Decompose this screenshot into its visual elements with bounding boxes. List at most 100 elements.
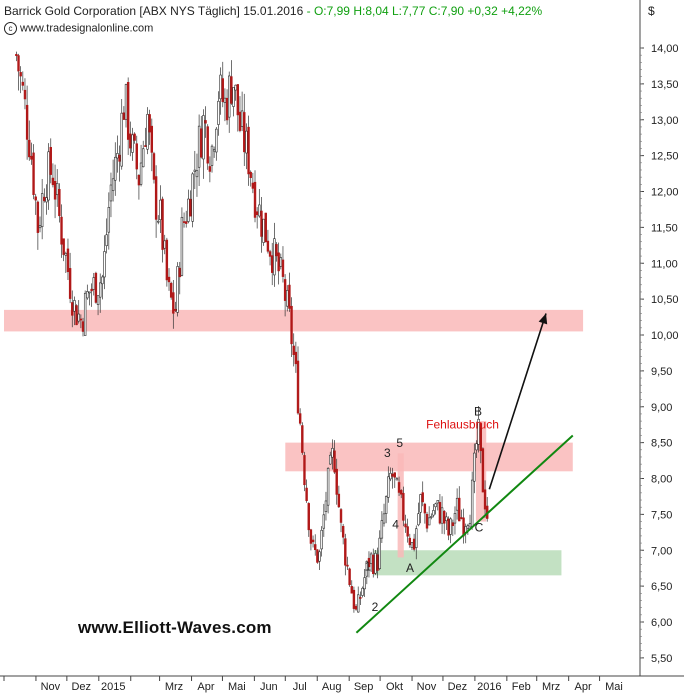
candle-body-71 [167,276,171,283]
candle-body-129 [292,345,295,355]
candle-body-91 [210,145,214,166]
candle-body-166 [372,554,375,575]
candle-body-36 [92,277,95,290]
candle-body-145 [326,468,330,506]
candle-body-30 [79,318,83,321]
candle-body-61 [146,114,149,150]
x-tick-label-11: Nov [417,681,437,693]
source-url: www.tradesignalonline.com [20,22,154,35]
candle-body-169 [378,537,381,569]
candle-body-157 [352,589,356,609]
candle-body-125 [283,279,287,301]
candle-body-5 [25,104,29,140]
y-tick-label-11: 8,50 [651,438,672,450]
candle-body-140 [316,549,319,563]
candle-body-144 [324,500,328,513]
candlesticks [15,51,489,613]
candle-body-93 [215,128,218,153]
candle-body-102 [234,84,237,91]
candle-body-2 [19,72,22,77]
candle-body-172 [384,496,388,514]
x-tick-label-1: Dez [71,681,91,693]
candle-body-80 [187,198,190,222]
candle-body-189 [421,492,424,503]
candle-body-202 [449,518,452,535]
y-tick-label-3: 12,50 [651,151,679,163]
candle-body-137 [309,529,313,544]
candle-body-29 [77,313,80,322]
candle-body-167 [374,552,377,574]
watermark: www.Elliott-Waves.com [78,618,272,637]
candle-body-7 [30,155,33,160]
candle-body-44 [109,184,113,202]
candle-body-113 [258,204,261,217]
candle-body-54 [131,134,134,153]
candle-body-151 [339,509,343,523]
zone-3 [397,453,404,558]
candle-body-13 [43,196,46,202]
candle-body-192 [427,517,431,526]
candle-body-79 [185,221,188,224]
candle-body-130 [294,351,298,365]
candle-body-112 [255,211,259,215]
candle-body-135 [305,487,308,501]
candle-body-59 [142,148,145,168]
candle-body-177 [395,478,399,481]
wave-label-2: 3 [384,446,391,460]
candle-body-198 [440,507,444,524]
candle-body-99 [228,75,231,118]
wave-label-3: 4 [392,518,399,532]
candle-body-49 [120,112,123,167]
candle-body-84 [195,170,199,178]
candle-body-15 [47,151,50,201]
candle-body-203 [451,522,455,526]
candle-body-73 [172,292,175,314]
projection-arrow [488,313,547,490]
wave-label-5: A [406,561,414,575]
candle-body-120 [273,238,276,276]
candle-body-191 [425,513,429,529]
candle-body-159 [357,594,360,613]
candle-body-193 [430,516,433,518]
candle-body-11 [38,225,42,229]
currency-label: $ [648,4,655,18]
y-tick-label-7: 10,50 [651,294,679,306]
x-tick-label-7: Jul [293,681,307,693]
candle-body-210 [466,525,470,529]
candle-body-178 [397,482,401,493]
candle-body-211 [468,523,472,528]
candle-body-146 [329,454,332,465]
candle-body-12 [40,193,44,227]
candle-body-155 [348,568,351,586]
chart-source: c www.tradesignalonline.com [4,22,153,35]
candle-body-156 [350,586,353,594]
x-tick-label-2: 2015 [101,681,125,693]
candle-body-116 [264,212,267,243]
x-tick-label-6: Jun [260,681,278,693]
zone-1 [285,442,573,472]
candle-body-56 [135,143,138,170]
annotations: 1 2 3 4 5 A B C Fehlausbruch [364,404,499,614]
candle-body-57 [137,174,141,186]
candle-body-88 [204,120,207,124]
candle-body-23 [64,252,68,256]
candle-body-204 [453,513,457,524]
candle-body-161 [361,587,364,596]
candle-body-170 [380,520,384,539]
candle-body-34 [88,291,91,294]
candle-body-141 [318,551,321,562]
x-tick-label-12: Dez [448,681,468,693]
candle-body-75 [176,266,179,313]
candle-body-200 [445,516,448,522]
candle-body-1 [17,55,20,72]
wave-label-1: 2 [372,600,379,614]
x-tick-label-9: Sep [354,681,374,693]
candle-body-190 [423,503,427,514]
zone-2 [373,550,562,576]
candle-body-20 [58,189,61,217]
candle-body-126 [286,290,289,307]
candle-body-104 [238,111,242,131]
candle-body-175 [391,473,394,477]
y-tick-label-13: 7,50 [651,509,672,521]
